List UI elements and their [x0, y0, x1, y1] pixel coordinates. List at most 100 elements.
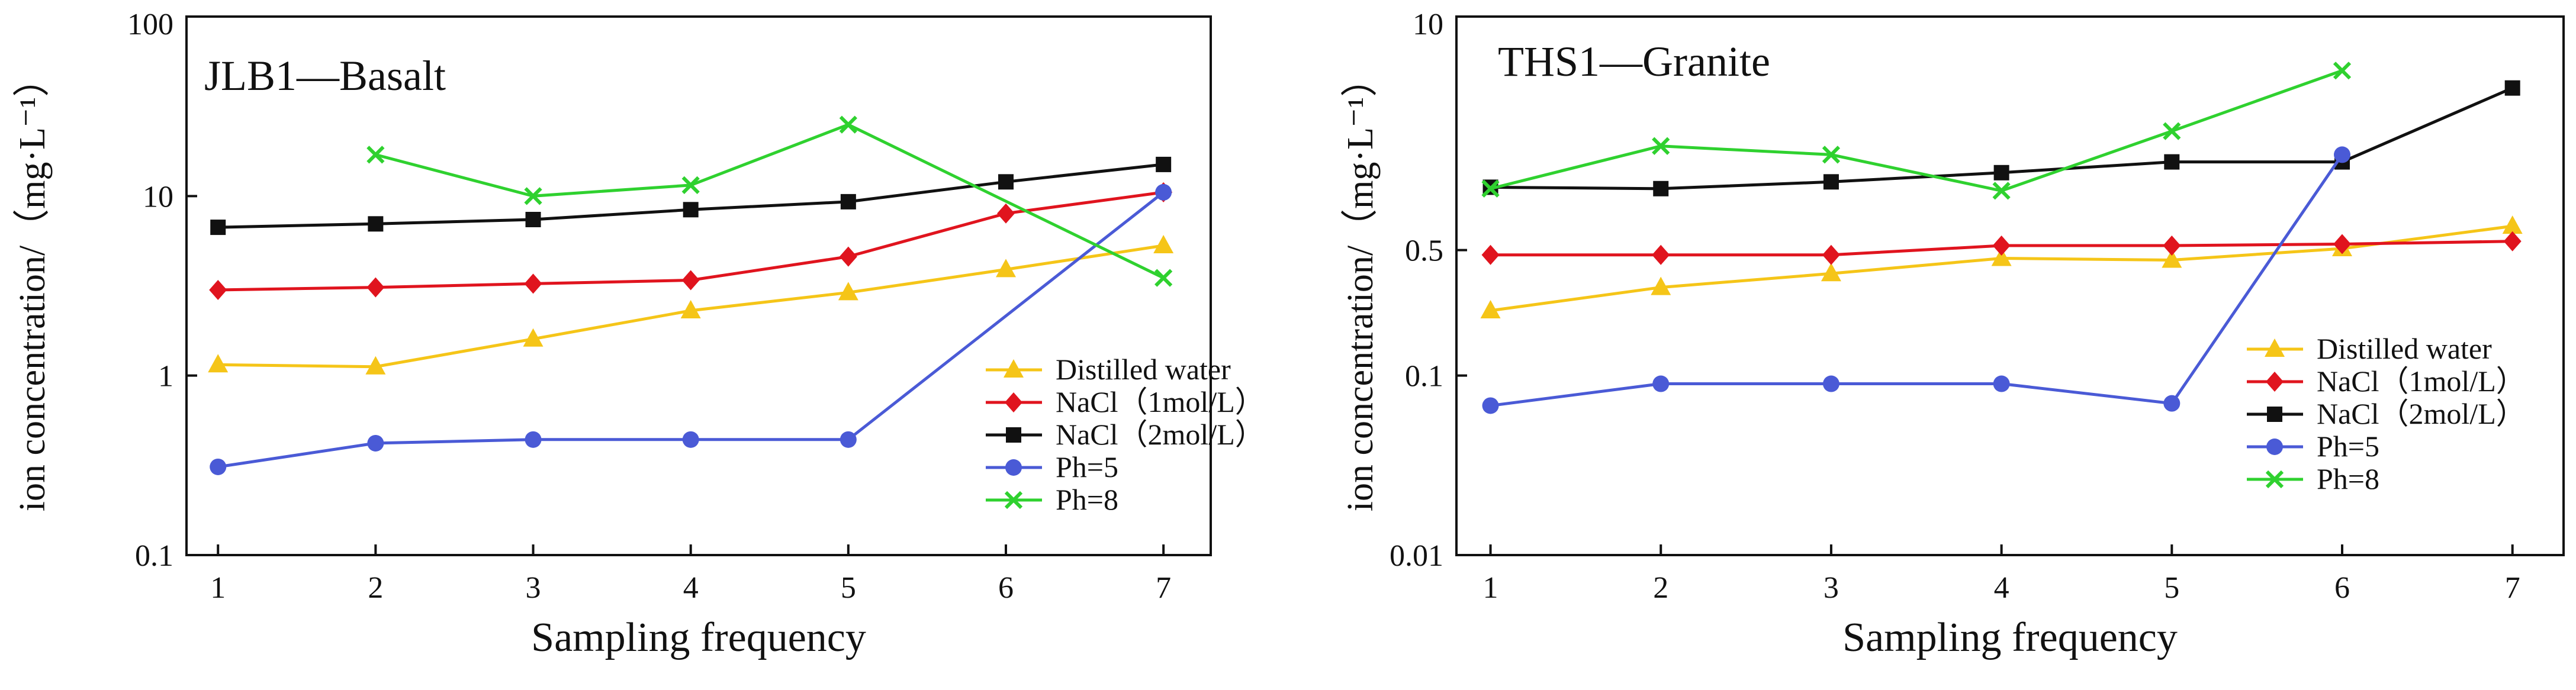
legend-marker	[1004, 491, 1023, 510]
data-point	[996, 259, 1016, 278]
x-tick-label: 5	[2164, 571, 2179, 605]
data-point	[523, 328, 543, 347]
data-point	[2334, 146, 2350, 163]
series-ph-8	[366, 115, 1173, 287]
legend-marker	[1005, 459, 1022, 476]
data-point	[1821, 263, 1841, 282]
data-point	[1481, 179, 1500, 198]
data-point	[210, 220, 226, 236]
y-tick-label: 0.01	[1390, 539, 1443, 573]
legend-label: Ph=8	[1056, 483, 1118, 516]
legend-marker	[2266, 372, 2284, 392]
y-tick-label: 0.1	[1405, 360, 1443, 394]
data-point	[2502, 215, 2523, 234]
data-point	[1652, 375, 1670, 392]
series-nacl-1mol-l-	[209, 182, 1173, 300]
data-point	[365, 356, 386, 375]
legend-item: Distilled water	[986, 353, 1231, 386]
legend-marker	[1005, 392, 1022, 412]
series-nacl-2mol-l-	[1482, 80, 2520, 196]
legend: Distilled waterNaCl（1mol/L）NaCl（2mol/L）P…	[986, 353, 1265, 516]
series-ph-5	[210, 183, 1172, 475]
data-point	[1651, 276, 1671, 295]
x-tick-label: 7	[2505, 571, 2520, 605]
data-point	[840, 194, 856, 209]
data-point	[683, 202, 699, 218]
data-point	[1822, 244, 1840, 265]
plot-frame	[1455, 15, 2565, 556]
legend-item: NaCl（1mol/L）	[2247, 365, 2526, 398]
data-point	[524, 187, 542, 205]
legend-item: Ph=5	[2247, 430, 2379, 463]
data-point	[525, 211, 541, 227]
y-tick-label: 0.1	[135, 539, 173, 573]
y-axis-title: ion concentration/（mg·L⁻¹）	[12, 60, 53, 511]
legend-label: Distilled water	[2317, 332, 2492, 365]
chart-title: THS1—Granite	[1498, 38, 1770, 85]
legend-item: NaCl（2mol/L）	[2247, 397, 2526, 430]
legend-marker	[2267, 407, 2282, 422]
data-point	[2503, 231, 2522, 252]
data-point	[1482, 397, 1499, 414]
data-point	[209, 279, 227, 300]
x-tick-label: 3	[526, 571, 541, 605]
x-tick-label: 2	[1653, 571, 1668, 605]
data-point	[524, 273, 542, 294]
data-point	[1823, 174, 1839, 190]
series-line	[218, 163, 1164, 229]
y-axis-title: ion concentration/（mg·L⁻¹）	[1340, 60, 1381, 511]
x-axis-title: Sampling frequency	[1842, 615, 2178, 660]
series-ph-8	[1481, 62, 2352, 200]
legend-marker	[1006, 427, 1021, 443]
data-point	[368, 216, 384, 232]
data-point	[1822, 146, 1841, 164]
legend-item: Ph=8	[986, 483, 1118, 516]
data-point	[1652, 244, 1670, 265]
data-point	[367, 434, 384, 452]
data-point	[1154, 269, 1173, 287]
series-nacl-1mol-l-	[1481, 231, 2522, 265]
legend-label: NaCl（1mol/L）	[2317, 365, 2526, 398]
legend-label: NaCl（2mol/L）	[1056, 418, 1265, 451]
series-distilled-water	[1480, 215, 2523, 318]
data-point	[2504, 80, 2520, 96]
data-point	[681, 176, 700, 195]
y-tick-label: 1	[158, 360, 173, 394]
chart-panel-2: 1 2 3 4 5 6 7 0.01 0.1 0.5 10 Sampling frequency ion…	[1340, 8, 2565, 660]
data-point	[1993, 165, 2009, 180]
data-point	[2333, 234, 2351, 254]
data-point	[2163, 395, 2181, 412]
data-point	[2162, 249, 2182, 268]
x-tick-label: 5	[841, 571, 856, 605]
data-point	[1155, 183, 1172, 201]
x-tick-label: 7	[1156, 571, 1171, 605]
legend-item: Ph=5	[986, 450, 1118, 483]
data-point	[2163, 122, 2181, 140]
x-tick-label: 3	[1824, 571, 1839, 605]
data-point	[1481, 244, 1500, 265]
series-line	[1490, 153, 2344, 407]
chart-panel-1: 1 2 3 4 5 6 7 0.1 1 10 100 Sampling frequency ion co…	[12, 8, 1265, 660]
series-distilled-water	[208, 234, 1174, 375]
data-point	[366, 277, 385, 298]
series-line	[217, 191, 1165, 469]
data-point	[525, 431, 542, 448]
series-nacl-2mol-l-	[210, 156, 1172, 236]
legend-label: Distilled water	[1056, 353, 1231, 386]
x-tick-label: 6	[998, 571, 1014, 605]
data-point	[2333, 62, 2352, 80]
chart-title: JLB1—Basalt	[204, 52, 446, 99]
series-line	[375, 122, 1165, 279]
y-tick-label: 10	[1413, 8, 1443, 41]
legend: Distilled waterNaCl（1mol/L）NaCl（2mol/L）P…	[2247, 332, 2526, 495]
data-point	[682, 431, 699, 448]
data-point	[1822, 375, 1839, 392]
series-line	[1490, 69, 2343, 192]
x-tick-label: 4	[1994, 571, 2009, 605]
data-point	[366, 146, 385, 164]
legend-marker	[2265, 470, 2284, 489]
x-tick-label: 1	[1483, 571, 1498, 605]
data-point	[839, 246, 857, 267]
data-point	[1653, 180, 1669, 196]
